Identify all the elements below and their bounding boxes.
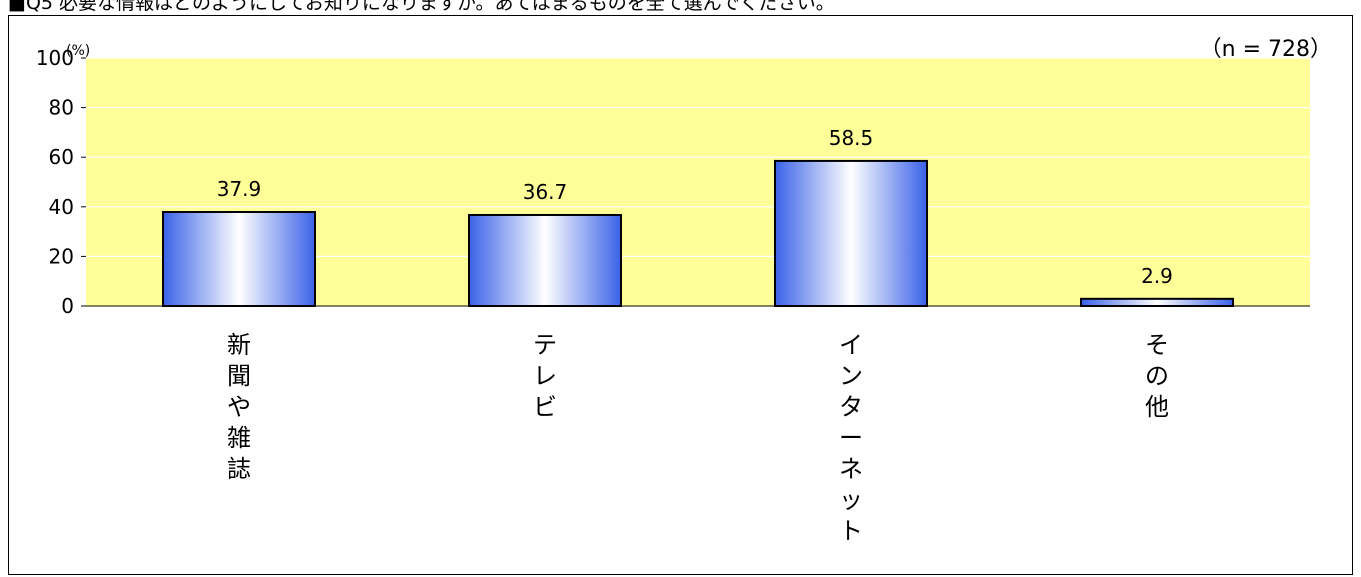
x-tick-char: 誌 [227,455,251,483]
x-tick-char: の [1145,362,1169,390]
x-tick-char: ン [839,362,863,390]
x-tick-char: そ [1145,331,1169,359]
y-axis: 0 20 40 60 80 100 [36,46,86,318]
data-label: 37.9 [217,177,262,201]
x-tick-char: レ [533,362,557,390]
data-label: 58.5 [829,126,874,150]
x-tick-char: や [227,393,251,421]
value-labels: 37.9 36.7 58.5 2.9 [217,126,1173,288]
x-tick-char: 聞 [227,362,251,390]
x-tick-char: ビ [533,393,557,421]
y-unit-label: (%) [66,43,90,59]
x-tick-char: イ [839,331,863,359]
x-tick-label: その他 [1145,331,1169,421]
bars [162,159,1234,308]
question-text: ■Q5 必要な情報はどのようにしてお知りになりますか。あてはまるものを全て選んで… [8,0,835,14]
x-tick-char: ッ [839,486,863,514]
x-tick-char: 新 [227,331,251,359]
y-tick-label: 60 [49,145,74,169]
y-tick-label: 100 [36,46,74,70]
bar [468,213,622,307]
y-tick-label: 20 [49,244,74,268]
sample-size-label: （n = 728） [1200,37,1332,62]
chart-frame [8,15,1353,575]
data-label: 2.9 [1141,264,1173,288]
bar [1080,297,1234,308]
x-tick-char: ネ [839,455,863,483]
x-tick-char: テ [533,331,557,359]
y-tick-label: 40 [49,195,74,219]
x-tick-char: ー [839,424,863,452]
x-tick-char: 他 [1145,393,1169,421]
x-tick-char: ト [839,517,863,545]
bar [774,159,928,307]
x-tick-char: 雑 [227,424,251,452]
y-tick-label: 80 [49,96,74,120]
y-tick-label: 0 [61,294,74,318]
data-label: 36.7 [523,180,568,204]
x-tick-label: テレビ [533,331,557,421]
x-tick-char: タ [839,393,863,421]
bar [162,211,316,307]
